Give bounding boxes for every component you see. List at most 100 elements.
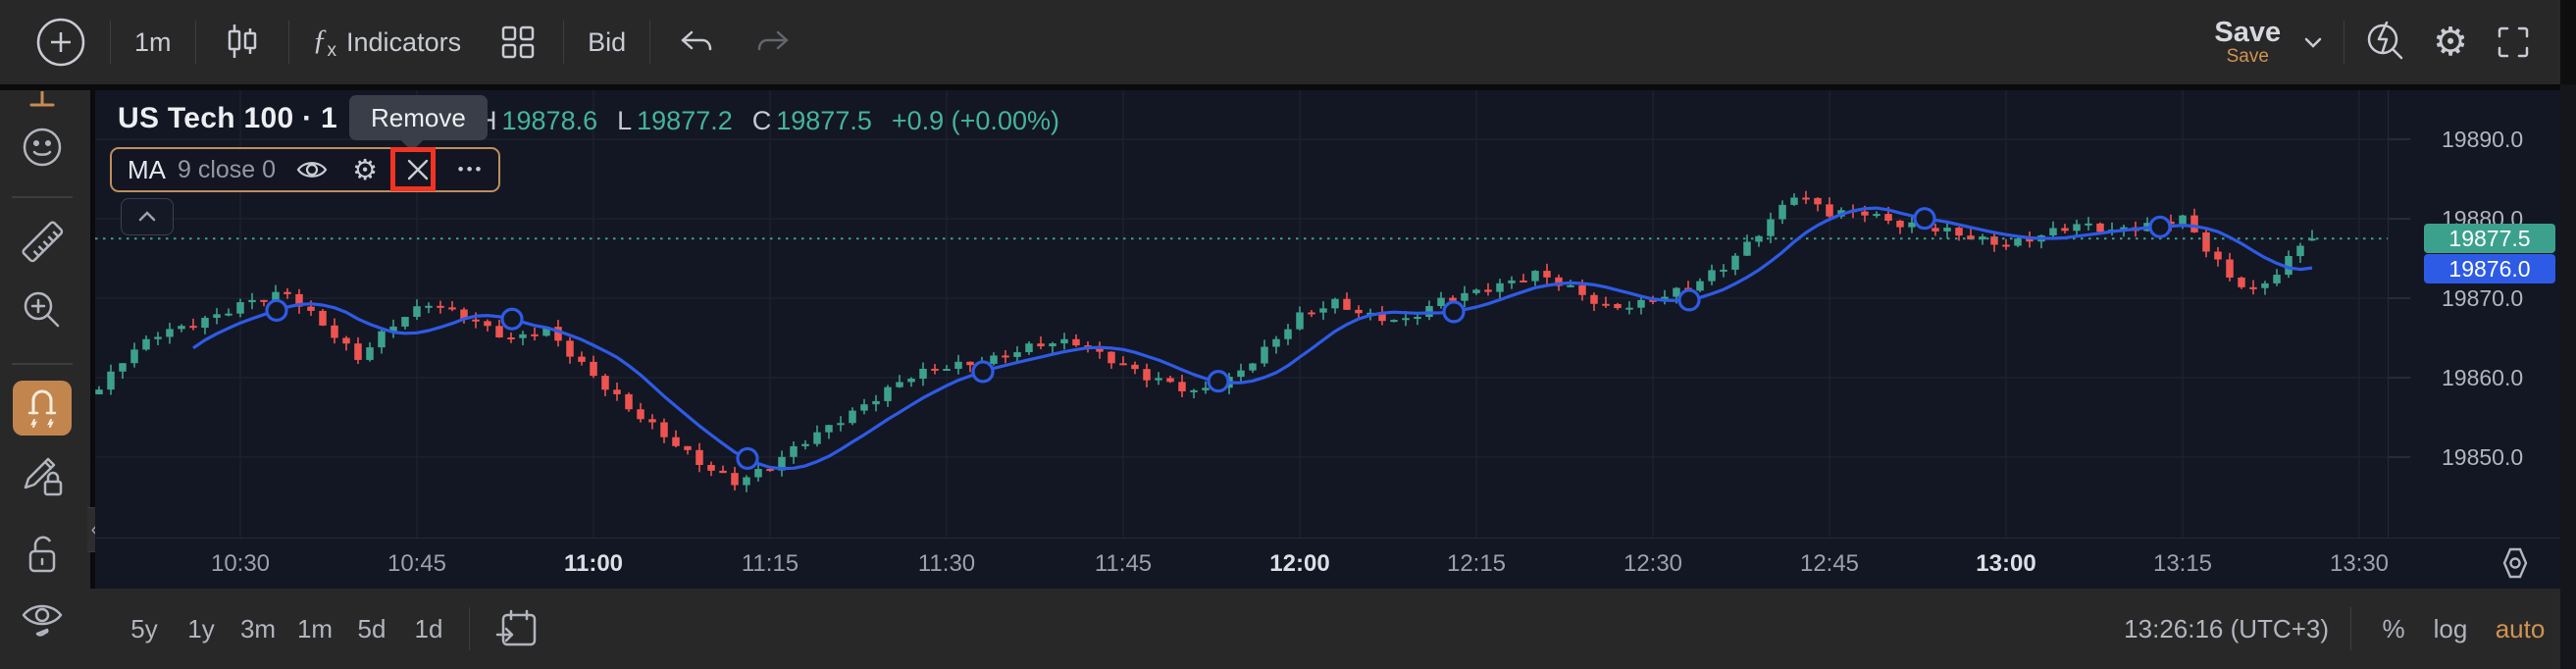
candle-body — [672, 437, 680, 446]
interval-button[interactable]: 1m — [117, 13, 189, 72]
fx-icon: ƒx — [312, 23, 337, 61]
indicator-legend-ma[interactable]: MA 9 close 0 ⚙ ••• — [110, 147, 500, 192]
symbol-title[interactable]: US Tech 100 · 1 — [118, 102, 338, 134]
candle-body — [1979, 236, 1986, 240]
candle-body — [2214, 251, 2222, 260]
save-button[interactable]: Save Save — [2206, 17, 2289, 68]
redo-button[interactable] — [735, 13, 813, 72]
candle-body — [1402, 318, 1410, 321]
candle-body — [1331, 298, 1339, 309]
candlestick-chart[interactable] — [95, 90, 2388, 538]
range-button-1y[interactable]: 1y — [173, 602, 230, 655]
candle-body — [542, 327, 550, 336]
candle-body — [1673, 287, 1680, 297]
price-axis[interactable]: 19890.0 19880.0 19870.0 19860.0 19850.0 19877… — [2388, 90, 2561, 538]
measure-tool-button[interactable] — [13, 214, 72, 269]
bid-button[interactable]: Bid — [570, 13, 644, 72]
candle-body — [1143, 369, 1151, 381]
range-button-5d[interactable]: 5d — [343, 602, 400, 655]
legend-collapse-button[interactable] — [121, 198, 174, 235]
candle-body — [731, 473, 739, 486]
layout-grid-button[interactable] — [479, 13, 557, 72]
candle-body — [1119, 363, 1127, 366]
undo-button[interactable] — [656, 13, 735, 72]
unlock-icon — [19, 530, 66, 577]
candle-body — [825, 425, 833, 433]
candle-body — [1108, 351, 1115, 364]
range-button-3m[interactable]: 3m — [230, 602, 286, 655]
emoji-tool-button[interactable] — [13, 120, 72, 175]
candle-body — [531, 334, 539, 336]
candle-body — [2296, 245, 2304, 257]
chart-style-button[interactable] — [202, 13, 283, 72]
price-tick-mark — [2389, 377, 2410, 379]
auto-scale-button[interactable]: auto — [2486, 602, 2554, 655]
range-button-1d[interactable]: 1d — [400, 602, 457, 655]
ruler-icon — [17, 216, 68, 267]
indicator-visibility-button[interactable] — [291, 150, 333, 189]
drawing-lock-button[interactable] — [13, 449, 72, 504]
lock-all-button[interactable] — [13, 526, 72, 581]
time-tick-label: 11:15 — [741, 550, 799, 577]
candle-body — [2190, 215, 2198, 232]
price-tick-mark — [2389, 456, 2410, 458]
candle-body — [1272, 338, 1280, 347]
range-button-5y[interactable]: 5y — [116, 602, 173, 655]
fullscreen-button[interactable] — [2480, 13, 2547, 72]
candle-body — [319, 310, 327, 326]
symbol-search-button[interactable] — [18, 13, 104, 72]
candle-body — [1484, 289, 1492, 292]
candles-style-icon — [220, 20, 265, 65]
candle-body — [472, 319, 480, 322]
candle-body — [1308, 312, 1315, 315]
crosshair-icon[interactable] — [27, 89, 57, 116]
settings-button[interactable]: ⚙ — [2421, 13, 2480, 72]
candle-body — [2167, 221, 2175, 225]
candle-body — [1178, 382, 1186, 391]
candle-body — [1708, 270, 1716, 282]
indicator-remove-button[interactable] — [397, 150, 438, 189]
price-tick-label: 19870.0 — [2442, 285, 2524, 311]
candle-body — [1037, 343, 1045, 347]
time-axis-settings-button[interactable] — [2497, 543, 2536, 583]
indicator-more-button[interactable]: ••• — [450, 150, 491, 189]
candle-body — [1319, 308, 1327, 313]
candle-body — [778, 456, 786, 471]
candle-body — [1508, 280, 1516, 283]
bid-label: Bid — [588, 26, 627, 57]
zoom-in-tool-button[interactable] — [13, 283, 72, 337]
time-axis[interactable]: 10:30 10:45 11:00 11:15 11:30 11:45 12:00 12:15… — [95, 538, 2560, 587]
candle-body — [248, 299, 256, 303]
quick-search-button[interactable] — [2350, 13, 2421, 72]
candle-body — [554, 327, 562, 341]
clock-timezone-button[interactable]: 13:26:16 (UTC+3) — [2118, 589, 2335, 669]
range-button-1m[interactable]: 1m — [286, 602, 343, 655]
time-tick-label: 10:45 — [386, 550, 447, 577]
ma-selection-handle — [1207, 370, 1230, 393]
toolbar-separator — [563, 21, 565, 64]
candle-body — [1696, 281, 1704, 291]
indicators-button[interactable]: ƒx Indicators — [295, 13, 480, 72]
toolbar-separator — [194, 21, 196, 64]
hide-drawings-button[interactable] — [13, 592, 72, 647]
time-tick-label: 12:15 — [1446, 550, 1507, 577]
drawing-toolbar — [0, 89, 90, 669]
log-scale-button[interactable]: log — [2423, 602, 2478, 655]
candle-body — [766, 469, 774, 472]
chevron-down-icon — [2298, 27, 2328, 57]
percent-scale-button[interactable]: % — [2372, 602, 2415, 655]
chevron-up-icon — [133, 203, 161, 231]
magnet-mode-button[interactable] — [13, 381, 72, 436]
indicator-title[interactable]: MA — [128, 154, 166, 184]
indicator-settings-button[interactable]: ⚙ — [344, 150, 386, 189]
ma-selection-handle — [500, 307, 524, 331]
undo-icon — [674, 21, 717, 64]
candle-body — [1449, 297, 1457, 301]
candle-body — [907, 379, 915, 383]
candle-body — [213, 314, 221, 318]
save-sub-label: Save — [2226, 46, 2269, 68]
save-menu-button[interactable] — [2289, 13, 2338, 72]
window-edge-top — [2560, 0, 2576, 84]
go-to-date-button[interactable] — [482, 607, 552, 650]
candle-body — [884, 386, 892, 401]
